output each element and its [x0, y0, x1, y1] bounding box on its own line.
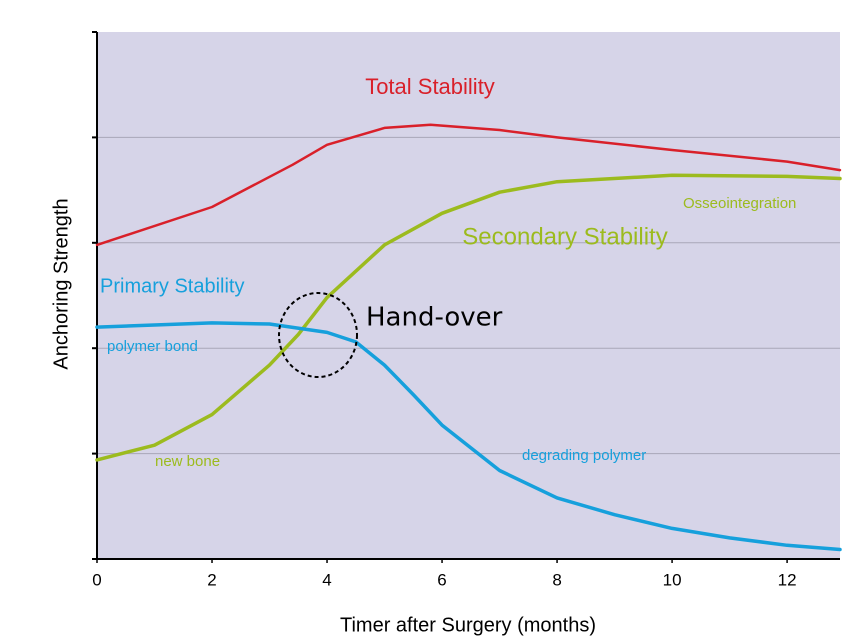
- x-tick-label: 0: [92, 570, 101, 589]
- line-series: [95, 321, 842, 552]
- annotation: new bone: [155, 453, 220, 470]
- annotation: Osseointegration: [683, 195, 796, 212]
- x-tick-label: 10: [663, 570, 682, 589]
- y-axis-label: Anchoring Strength: [50, 198, 72, 369]
- annotation: Hand-over: [366, 303, 503, 333]
- annotation: polymer bond: [107, 338, 198, 355]
- annotation: degrading polymer: [522, 447, 646, 464]
- series-label: Total Stability: [365, 74, 495, 99]
- series-label: Secondary Stability: [462, 223, 667, 250]
- x-tick-label: 8: [552, 570, 561, 589]
- x-tick-label: 4: [322, 570, 331, 589]
- hand-over-circle: [278, 292, 358, 378]
- x-tick-label: 6: [437, 570, 446, 589]
- plot-background: [97, 32, 840, 559]
- series-label: Primary Stability: [100, 275, 244, 297]
- x-axis-label: Timer after Surgery (months): [340, 614, 596, 636]
- x-tick-label: 2: [207, 570, 216, 589]
- line-series: [95, 123, 842, 247]
- line-series: [95, 173, 842, 462]
- x-tick-label: 12: [778, 570, 797, 589]
